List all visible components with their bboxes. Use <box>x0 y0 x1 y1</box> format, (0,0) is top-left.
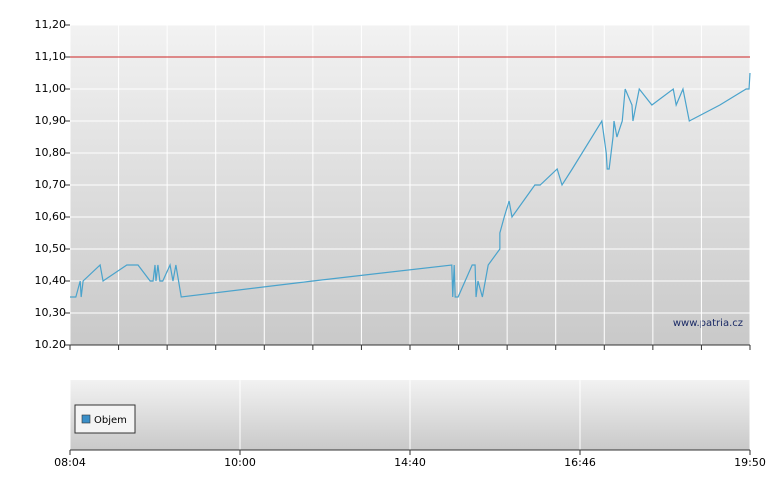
y-tick-label: 10,50 <box>35 242 67 255</box>
y-tick-label: 11,00 <box>35 82 67 95</box>
y-tick-label: 10.20 <box>35 338 67 351</box>
legend-swatch <box>81 414 91 424</box>
y-tick-label: 10,90 <box>35 114 67 127</box>
y-tick-label: 10,30 <box>35 306 67 319</box>
y-tick-label: 10,80 <box>35 146 67 159</box>
y-tick-label: 10,40 <box>35 274 67 287</box>
x-tick-label: 08:04 <box>54 456 86 469</box>
y-tick-label: 11,10 <box>35 50 67 63</box>
watermark: www.patria.cz <box>673 318 743 329</box>
legend-label: Objem <box>94 415 127 426</box>
x-tick-label: 14:40 <box>394 456 426 469</box>
y-tick-label: 11,20 <box>35 18 67 31</box>
y-tick-label: 10,70 <box>35 178 67 191</box>
x-tick-label: 16:46 <box>564 456 596 469</box>
x-tick-label: 10:00 <box>224 456 256 469</box>
y-tick-label: 10,60 <box>35 210 67 223</box>
price-line <box>70 72 751 298</box>
x-tick-label: 19:50 <box>734 456 766 469</box>
